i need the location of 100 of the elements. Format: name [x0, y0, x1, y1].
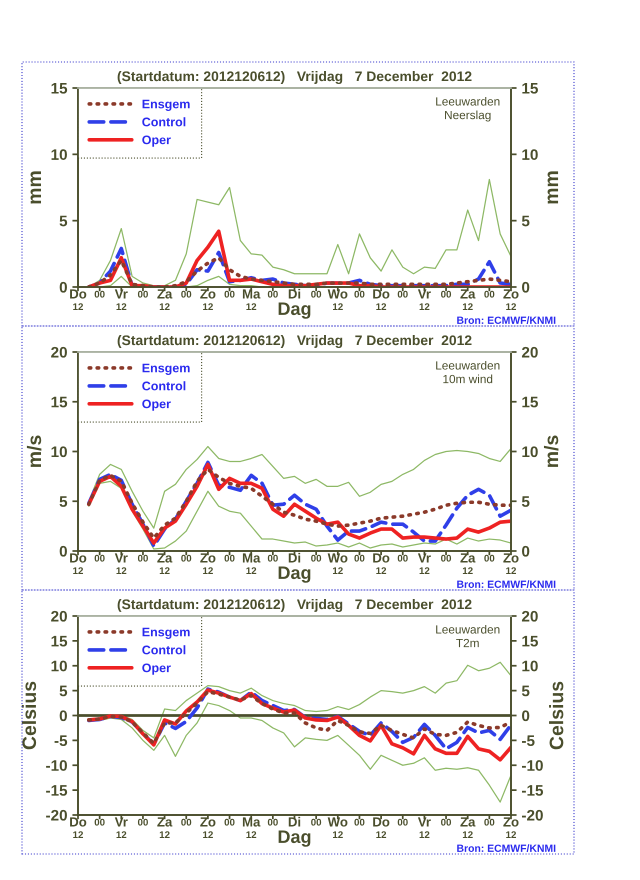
x-tick-label: Vr: [114, 817, 128, 826]
y-tick-label: -15: [46, 785, 68, 796]
x-tick-label: 00: [138, 818, 148, 826]
x-tick-label: 00: [311, 290, 322, 298]
x-tick-label: Vr: [114, 553, 128, 562]
x2-tick-label: 12: [73, 831, 84, 838]
annotation: Leeuwarden 10m wind: [436, 360, 500, 384]
x-tick-label: 00: [398, 818, 408, 826]
x2-tick-label: 12: [116, 303, 126, 310]
x-tick-label: Za: [157, 553, 172, 563]
y-tick-label: 20: [51, 346, 67, 358]
x-tick-label: 00: [224, 818, 235, 826]
text: Bron: ECMWF/KNMI: [457, 844, 556, 852]
x-tick-label: Za: [157, 817, 172, 827]
legend-label: Control: [142, 381, 186, 390]
x2-tick-label: 12: [333, 831, 343, 838]
y2-tick-label: 10: [522, 660, 538, 672]
y2-axis-title: m/s: [544, 436, 558, 467]
legend-label: Control: [142, 645, 186, 654]
x2-tick-label: 12: [246, 831, 256, 838]
x-tick-label: Vr: [114, 289, 128, 298]
x-tick-label: 00: [94, 554, 105, 562]
y2-tick-label: 20: [522, 346, 538, 358]
y2-tick-label: 0: [522, 710, 530, 722]
x-tick-label: 00: [398, 554, 408, 562]
chart-title: (Startdatum: 2012120612) Vrijdag 7 December 2012: [118, 70, 472, 84]
x2-tick-label: 12: [506, 831, 516, 838]
x-tick-label: Zo: [503, 817, 519, 827]
y2-tick-label: 10: [522, 149, 538, 160]
x2-tick-label: 12: [333, 567, 343, 574]
x2-tick-label: 12: [160, 831, 170, 838]
x-tick-label: 00: [181, 554, 192, 562]
x-tick-label: Ma: [242, 553, 260, 563]
x-tick-label: Zo: [503, 289, 519, 299]
x-tick-label: 00: [354, 554, 364, 562]
x2-tick-label: 12: [376, 831, 386, 838]
y-tick-label: 10: [52, 149, 67, 160]
y-tick-label: -20: [46, 810, 67, 821]
x-tick-label: 00: [181, 818, 192, 826]
x2-tick-label: 12: [246, 303, 256, 310]
x-tick-label: 00: [138, 290, 148, 298]
y-tick-label: 10: [52, 446, 67, 458]
legend-label: Control: [142, 117, 186, 126]
x-tick-label: Vr: [418, 289, 431, 298]
x-tick-label: Vr: [418, 817, 431, 826]
y2-tick-label: 15: [522, 83, 538, 94]
x-axis-title: Dag: [278, 566, 310, 583]
y-tick-label: -5: [54, 735, 68, 746]
x-tick-label: 00: [354, 818, 364, 826]
y-tick-label: -10: [46, 760, 67, 771]
y-tick-label: 0: [60, 546, 67, 557]
legend-label: Oper: [142, 663, 171, 675]
x-tick-label: Wo: [328, 553, 348, 563]
y-tick-label: 10: [52, 660, 67, 672]
x-tick-label: Do: [70, 289, 86, 299]
y-axis-title: Celsius: [22, 682, 36, 750]
y2-tick-label: 5: [522, 216, 530, 226]
x2-tick-label: 12: [203, 567, 213, 574]
x-tick-label: 00: [484, 554, 494, 562]
y2-tick-label: 15: [522, 396, 538, 408]
y-tick-label: 15: [52, 83, 68, 94]
y-tick-label: 5: [60, 496, 68, 507]
legend-label: Ensgem: [142, 100, 190, 111]
text: Bron: ECMWF/KNMI: [457, 316, 556, 324]
y2-tick-label: 0: [522, 282, 530, 293]
x-tick-label: Do: [373, 289, 390, 299]
x-tick-label: 00: [311, 554, 322, 562]
x-tick-label: Za: [157, 289, 172, 299]
y2-tick-label: -20: [522, 810, 543, 821]
x-tick-label: 00: [268, 818, 278, 826]
x-tick-label: 00: [268, 290, 278, 298]
text: Bron: ECMWF/KNMI: [457, 580, 556, 588]
y2-tick-label: 15: [522, 636, 538, 647]
x2-tick-label: 12: [376, 303, 386, 310]
x2-tick-label: 12: [203, 303, 213, 310]
x-tick-label: Wo: [328, 289, 348, 299]
y-tick-label: 15: [52, 636, 68, 647]
x2-tick-label: 12: [160, 567, 170, 574]
x-tick-label: Za: [460, 817, 476, 827]
x-tick-label: Za: [460, 289, 476, 299]
y2-tick-label: -5: [522, 735, 535, 746]
x-tick-label: Zo: [200, 553, 216, 563]
y2-tick-label: 5: [522, 496, 530, 507]
y-tick-label: 20: [51, 610, 67, 622]
legend-label: Oper: [142, 135, 171, 147]
x2-tick-label: 12: [420, 831, 430, 838]
y-tick-label: 5: [60, 216, 68, 226]
annotation: Leeuwarden Neerslag: [436, 96, 500, 122]
x-axis-title: Dag: [278, 830, 310, 847]
x-tick-label: Ma: [242, 289, 260, 299]
x-tick-label: 00: [484, 818, 494, 826]
x-tick-label: 00: [441, 554, 452, 562]
annotation: Leeuwarden T2m: [436, 624, 500, 648]
x2-tick-label: 12: [73, 567, 84, 574]
x2-tick-label: 12: [420, 303, 430, 310]
chart-title: (Startdatum: 2012120612) Vrijdag 7 December 2012: [118, 334, 472, 348]
x-tick-label: Do: [70, 553, 86, 563]
y-tick-label: 5: [60, 686, 68, 696]
x-tick-label: 00: [224, 290, 235, 298]
x2-tick-label: 12: [462, 831, 473, 838]
